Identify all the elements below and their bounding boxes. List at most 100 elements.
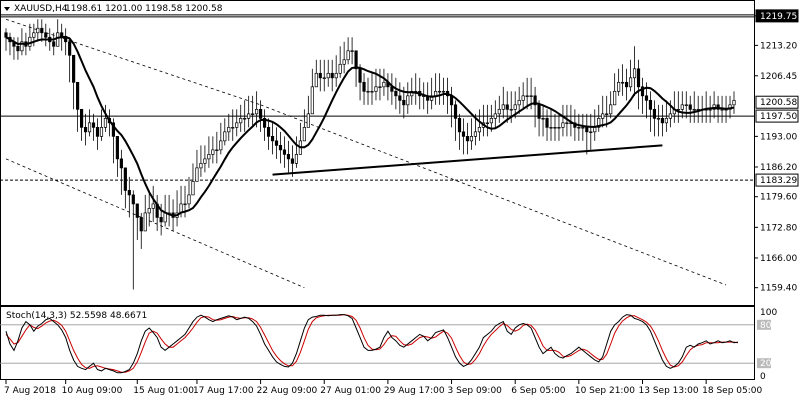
candle-body bbox=[609, 104, 613, 115]
candle-body bbox=[334, 72, 338, 79]
x-tick-label: 27 Aug 01:00 bbox=[320, 386, 381, 396]
candle-body bbox=[143, 212, 147, 232]
indicator-y-tick-label: 100 bbox=[760, 308, 777, 318]
candle-body bbox=[231, 127, 235, 129]
candle-body bbox=[227, 127, 231, 133]
candle-body bbox=[549, 127, 553, 129]
candle-body bbox=[290, 158, 295, 164]
candle-body bbox=[668, 113, 672, 119]
candle-body bbox=[589, 131, 593, 134]
candle-body bbox=[513, 104, 517, 110]
candle-body bbox=[131, 194, 135, 205]
candle-body bbox=[259, 108, 263, 119]
candle-body bbox=[688, 104, 692, 110]
candle-body bbox=[362, 81, 366, 92]
x-tick-label: 18 Sep 05:00 bbox=[702, 386, 762, 396]
x-tick-label: 15 Aug 01:00 bbox=[133, 386, 194, 396]
candle-body bbox=[266, 127, 271, 137]
candle-body bbox=[561, 122, 565, 128]
candle-body bbox=[469, 136, 474, 142]
candle-body bbox=[625, 81, 629, 88]
candle-body bbox=[314, 72, 318, 88]
candle-body bbox=[239, 117, 243, 124]
candle-body bbox=[517, 99, 521, 106]
candle-body bbox=[255, 108, 259, 115]
candle-body bbox=[338, 63, 342, 74]
candle-body bbox=[187, 194, 191, 205]
moving-average-line bbox=[5, 35, 735, 217]
candle-body bbox=[529, 95, 533, 97]
candle-body bbox=[398, 95, 402, 101]
main-panel-frame bbox=[0, 0, 755, 306]
candle-body bbox=[195, 167, 199, 182]
candle-body bbox=[366, 90, 370, 93]
candle-body bbox=[262, 117, 267, 128]
x-tick-label: 3 Sep 09:00 bbox=[448, 386, 503, 396]
candle-body bbox=[310, 86, 314, 115]
candle-body bbox=[115, 136, 119, 160]
candle-body bbox=[274, 140, 279, 146]
candle-body bbox=[605, 113, 609, 115]
candle-body bbox=[628, 77, 633, 88]
candle-body bbox=[406, 95, 410, 106]
candle-body bbox=[660, 117, 664, 124]
candle-body bbox=[597, 117, 601, 128]
y-tick-label: 1166.00 bbox=[760, 254, 797, 264]
candle-body bbox=[489, 117, 493, 124]
candle-body bbox=[87, 122, 92, 133]
stochastic-indicator bbox=[0, 314, 754, 374]
x-tick-label: 7 Aug 2018 bbox=[4, 386, 56, 396]
symbol-label: XAUUSD,H4 bbox=[14, 4, 68, 14]
stoch-level-badge bbox=[757, 319, 771, 330]
candle-body bbox=[601, 113, 605, 119]
candle-body bbox=[219, 140, 223, 151]
candle-body bbox=[402, 99, 406, 106]
candle-body bbox=[442, 90, 446, 93]
candle-body bbox=[640, 86, 645, 97]
candle-body bbox=[684, 104, 688, 106]
price-badge-box bbox=[755, 109, 799, 123]
candle-body bbox=[577, 127, 581, 129]
candle-body bbox=[461, 131, 466, 137]
candle-body bbox=[354, 50, 358, 70]
price-badge-top-box bbox=[755, 9, 799, 23]
ohlc-label: 1198.61 1201.00 1198.58 1200.58 bbox=[65, 4, 223, 14]
candle-body bbox=[56, 32, 60, 47]
candles bbox=[4, 19, 736, 290]
indicator-label: Stoch(14,3,3) 52.5598 48.6671 bbox=[6, 311, 147, 321]
candle-body bbox=[211, 149, 215, 155]
candle-body bbox=[553, 127, 557, 129]
candle-body bbox=[151, 203, 155, 209]
candle-body bbox=[680, 104, 684, 110]
candle-body bbox=[581, 127, 585, 129]
stoch-signal-line bbox=[5, 314, 739, 373]
candle-body bbox=[473, 131, 478, 137]
candle-body bbox=[123, 167, 127, 191]
candle-body bbox=[40, 27, 44, 34]
y-tick-label: 1179.60 bbox=[760, 193, 797, 203]
candle-body bbox=[732, 99, 736, 106]
candle-body bbox=[52, 41, 56, 47]
candle-body bbox=[378, 86, 382, 88]
candle-body bbox=[243, 117, 247, 120]
candle-body bbox=[306, 113, 310, 128]
y-tick-label: 1193.00 bbox=[760, 132, 797, 142]
candle-body bbox=[127, 190, 131, 196]
candle-body bbox=[382, 81, 386, 88]
candle-body bbox=[636, 68, 641, 88]
candle-body bbox=[203, 158, 207, 164]
candle-body bbox=[652, 108, 657, 119]
candle-body bbox=[278, 145, 283, 151]
y-tick-label: 1186.20 bbox=[760, 163, 797, 173]
candle-body bbox=[326, 72, 330, 79]
trendline-2 bbox=[5, 158, 305, 289]
candle-body bbox=[44, 32, 48, 38]
chart-menu-triangle-icon[interactable] bbox=[4, 7, 10, 11]
candle-body bbox=[644, 95, 649, 101]
candle-body bbox=[621, 81, 625, 84]
candle-body bbox=[247, 113, 251, 119]
candle-body bbox=[99, 127, 104, 137]
x-tick-label: 10 Sep 21:00 bbox=[575, 386, 635, 396]
stoch-main-line bbox=[5, 314, 739, 374]
